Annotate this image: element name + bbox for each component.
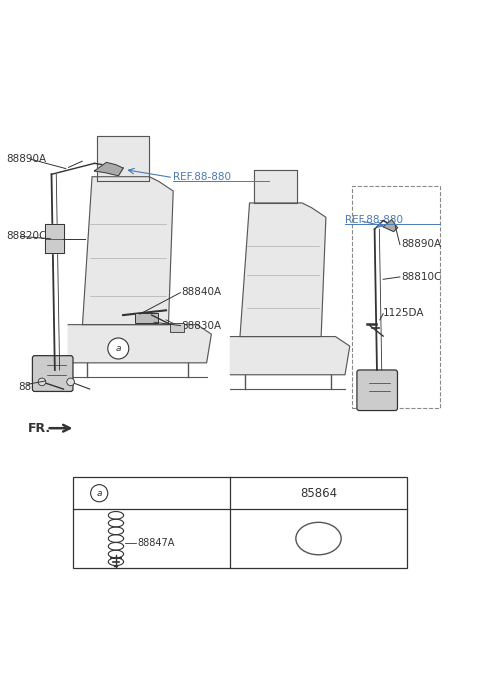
Polygon shape bbox=[383, 220, 397, 231]
FancyBboxPatch shape bbox=[357, 370, 397, 411]
Polygon shape bbox=[95, 162, 123, 176]
Bar bbox=[170, 323, 184, 332]
Text: 88820C: 88820C bbox=[6, 231, 47, 241]
Text: 88810C: 88810C bbox=[401, 272, 441, 282]
Text: 88890A: 88890A bbox=[6, 154, 46, 164]
Polygon shape bbox=[68, 325, 211, 363]
Polygon shape bbox=[230, 337, 350, 375]
Circle shape bbox=[67, 378, 74, 385]
Text: 88830A: 88830A bbox=[181, 321, 221, 330]
Bar bbox=[352, 186, 441, 408]
Text: REF.88-880: REF.88-880 bbox=[345, 215, 403, 224]
Text: 88825: 88825 bbox=[18, 382, 51, 392]
Circle shape bbox=[38, 378, 46, 385]
Bar bbox=[73, 477, 407, 568]
Ellipse shape bbox=[296, 522, 341, 555]
Text: REF.88-880: REF.88-880 bbox=[173, 171, 231, 182]
Circle shape bbox=[91, 484, 108, 502]
Polygon shape bbox=[45, 224, 64, 253]
Text: 85864: 85864 bbox=[300, 487, 337, 500]
Polygon shape bbox=[83, 177, 173, 325]
Polygon shape bbox=[240, 203, 326, 337]
Bar bbox=[135, 313, 158, 323]
FancyBboxPatch shape bbox=[33, 355, 73, 392]
Text: 88890A: 88890A bbox=[401, 238, 441, 249]
Polygon shape bbox=[254, 169, 297, 203]
Polygon shape bbox=[97, 136, 149, 181]
Text: FR.: FR. bbox=[28, 422, 51, 435]
Text: 88847A: 88847A bbox=[137, 537, 175, 548]
Text: 88840A: 88840A bbox=[181, 287, 221, 297]
Text: a: a bbox=[116, 344, 121, 353]
Text: 1125DA: 1125DA bbox=[383, 307, 425, 318]
Text: a: a bbox=[96, 489, 102, 498]
Circle shape bbox=[108, 338, 129, 359]
